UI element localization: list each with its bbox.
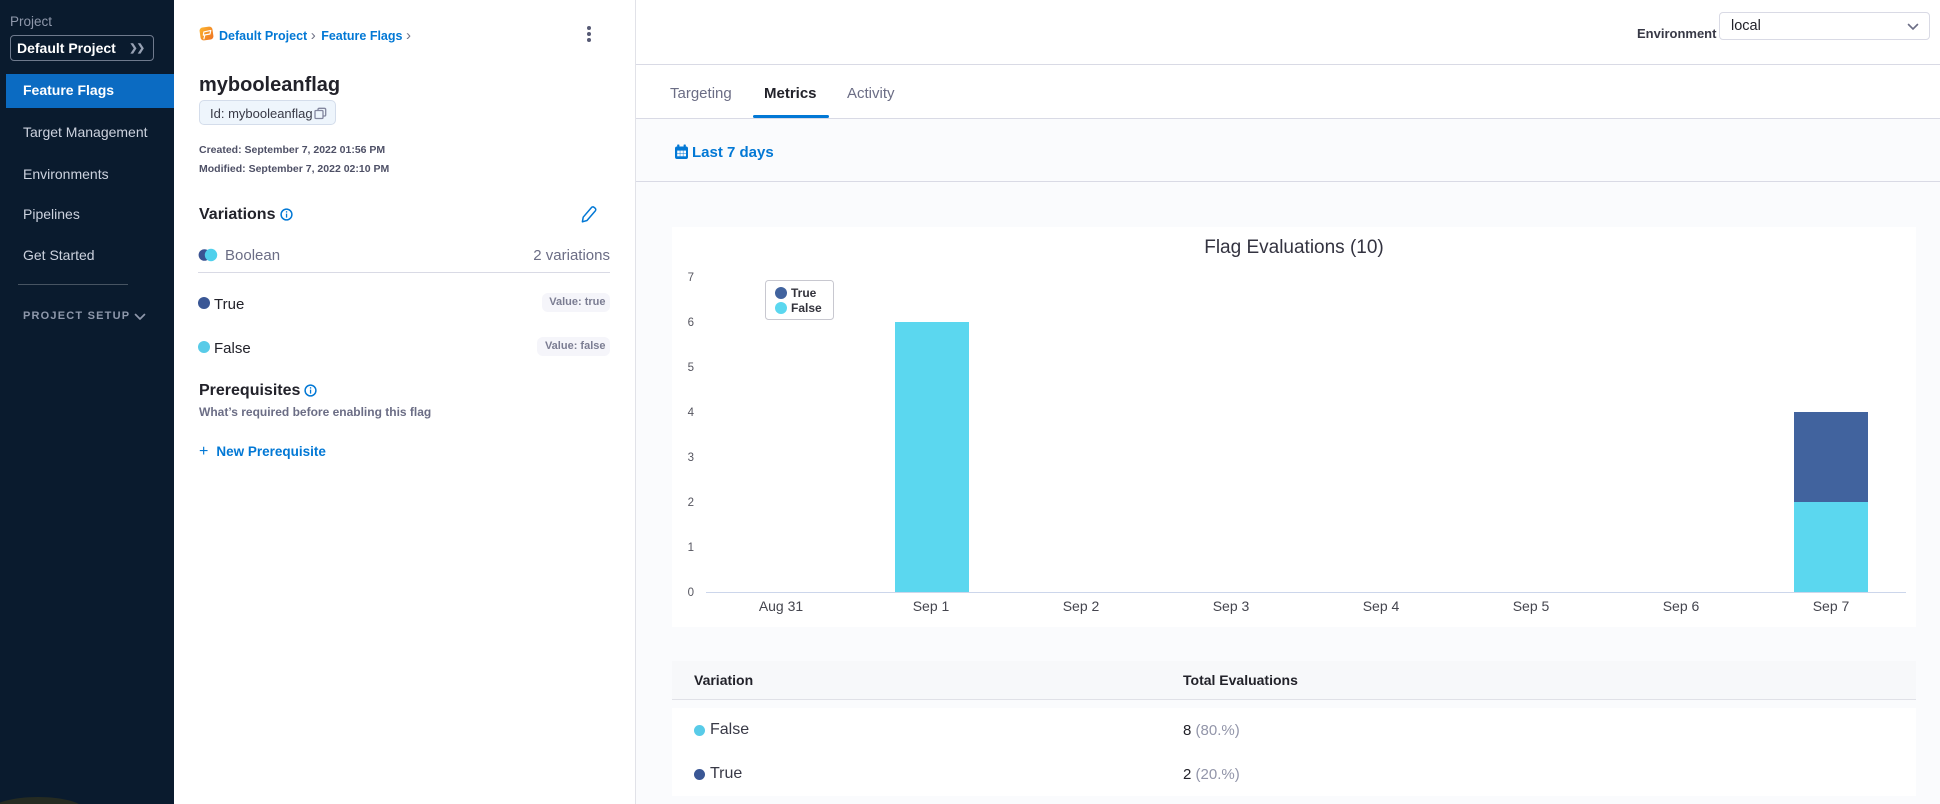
svg-text:1: 1 [688,542,694,554]
svg-text:Sep 3: Sep 3 [1213,598,1250,614]
svg-text:Aug 31: Aug 31 [759,598,804,614]
svg-text:2: 2 [688,497,694,509]
svg-text:4: 4 [688,407,695,419]
svg-text:Sep 4: Sep 4 [1363,598,1400,614]
svg-text:True: True [791,286,817,300]
svg-text:3: 3 [688,452,694,464]
svg-text:Flag Evaluations (10): Flag Evaluations (10) [1204,237,1384,258]
svg-text:Sep 6: Sep 6 [1663,598,1700,614]
svg-text:0: 0 [688,587,694,599]
svg-text:Sep 2: Sep 2 [1063,598,1100,614]
svg-text:6: 6 [688,317,694,329]
svg-text:Sep 5: Sep 5 [1513,598,1550,614]
svg-text:Sep 1: Sep 1 [913,598,950,614]
svg-text:5: 5 [688,362,694,374]
svg-text:False: False [791,301,822,315]
svg-text:Sep 7: Sep 7 [1813,598,1850,614]
svg-text:7: 7 [688,272,694,284]
